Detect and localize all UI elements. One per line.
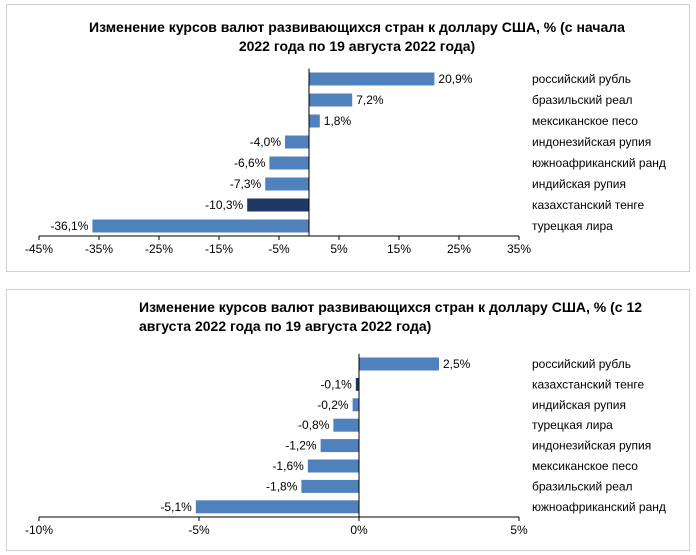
bar bbox=[352, 398, 359, 412]
category-label: мексиканское песо bbox=[532, 459, 638, 473]
category-label: турецкая лира bbox=[532, 418, 613, 432]
x-tick-label: -5% bbox=[188, 523, 210, 537]
data-label: -10,3% bbox=[205, 198, 243, 212]
bar bbox=[359, 357, 439, 371]
data-label: -0,2% bbox=[317, 398, 349, 412]
category-label: индийская рупия bbox=[532, 177, 626, 191]
x-tick-label: 5% bbox=[510, 523, 528, 537]
data-label: -1,2% bbox=[285, 439, 317, 453]
category-label: казахстанский тенге bbox=[532, 198, 645, 212]
data-label: -0,8% bbox=[298, 418, 330, 432]
category-label: российский рубль bbox=[532, 72, 631, 86]
x-tick-label: -15% bbox=[205, 242, 233, 256]
x-tick-label: 25% bbox=[447, 242, 471, 256]
chart-title: Изменение курсов валют развивающихся стр… bbox=[89, 19, 625, 54]
category-label: российский рубль bbox=[532, 357, 631, 371]
bar bbox=[333, 418, 359, 432]
data-label: -36,1% bbox=[50, 219, 88, 233]
data-label: -6,6% bbox=[234, 156, 266, 170]
bar bbox=[285, 135, 309, 149]
category-label: индонезийская рупия bbox=[532, 439, 651, 453]
x-tick-label: 0% bbox=[350, 523, 368, 537]
data-label: -4,0% bbox=[250, 135, 282, 149]
bar bbox=[309, 114, 320, 128]
data-label: -5,1% bbox=[160, 500, 192, 514]
x-tick-label: -45% bbox=[25, 242, 53, 256]
x-tick-label: 5% bbox=[330, 242, 348, 256]
bar bbox=[309, 72, 435, 86]
x-tick-label: -35% bbox=[85, 242, 113, 256]
x-tick-label: 35% bbox=[507, 242, 531, 256]
bar bbox=[265, 177, 309, 191]
x-tick-label: 15% bbox=[387, 242, 411, 256]
chart-title: Изменение курсов валют развивающихся стр… bbox=[139, 299, 643, 334]
bar bbox=[307, 459, 359, 473]
bar bbox=[301, 479, 359, 493]
bar-chart-ytd: 20,9% российский рубль 7,2% бразильский реа… bbox=[25, 68, 666, 256]
data-label: 1,8% bbox=[324, 114, 352, 128]
bar bbox=[320, 439, 359, 453]
data-label: 20,9% bbox=[438, 72, 472, 86]
chart-panel-week: Изменение курсов валют развивающихся стр… bbox=[6, 289, 690, 551]
bar-chart-week: 2,5% российский рубль -0,1% казахстанский т… bbox=[25, 353, 666, 537]
category-label: южноафриканский ранд bbox=[532, 500, 666, 514]
data-label: 2,5% bbox=[443, 357, 471, 371]
category-label: турецкая лира bbox=[532, 219, 613, 233]
chart-panel-ytd: Изменение курсов валют развивающихся стр… bbox=[6, 4, 690, 272]
data-label: -7,3% bbox=[230, 177, 262, 191]
bar bbox=[269, 156, 309, 170]
category-label: бразильский реал bbox=[532, 479, 633, 493]
x-tick-label: -10% bbox=[25, 523, 53, 537]
bar bbox=[355, 377, 359, 391]
bar bbox=[247, 198, 309, 212]
category-label: индонезийская рупия bbox=[532, 135, 651, 149]
x-tick-label: -5% bbox=[268, 242, 290, 256]
bar bbox=[309, 93, 353, 107]
data-label: -0,1% bbox=[320, 377, 352, 391]
data-label: -1,6% bbox=[272, 459, 304, 473]
category-label: южноафриканский ранд bbox=[532, 156, 666, 170]
bar bbox=[92, 219, 310, 233]
data-label: -1,8% bbox=[266, 479, 298, 493]
x-tick-label: -25% bbox=[145, 242, 173, 256]
category-label: бразильский реал bbox=[532, 93, 633, 107]
category-label: индийская рупия bbox=[532, 398, 626, 412]
category-label: мексиканское песо bbox=[532, 114, 638, 128]
data-label: 7,2% bbox=[356, 93, 384, 107]
category-label: казахстанский тенге bbox=[532, 377, 645, 391]
bar bbox=[195, 500, 359, 514]
